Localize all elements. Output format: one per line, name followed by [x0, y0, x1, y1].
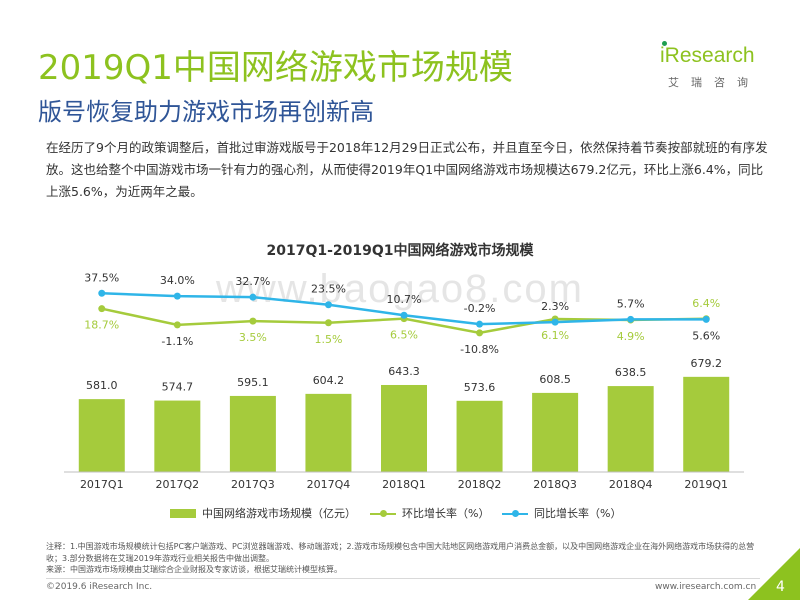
bar-2017Q4 — [305, 393, 352, 472]
legend-qoq-swatch — [370, 509, 396, 518]
yoy-point — [702, 315, 710, 323]
bar-2019Q1 — [683, 376, 730, 472]
footer-divider — [46, 578, 760, 579]
yoy-data-label: 10.7% — [387, 293, 422, 306]
yoy-point — [400, 311, 408, 319]
x-tick-label: 2017Q4 — [307, 478, 351, 491]
source-line: 来源：中国游戏市场规模由艾瑞综合企业财报及专家访谈，根据艾瑞统计模型核算。 — [46, 565, 342, 574]
x-tick-label: 2018Q3 — [533, 478, 577, 491]
legend-qoq-label: 环比增长率（%） — [402, 507, 490, 520]
bar-2018Q2 — [456, 400, 503, 472]
legend-yoy-swatch — [502, 509, 528, 518]
iresearch-logo: iResearch 艾瑞咨询 — [660, 41, 770, 94]
yoy-point — [551, 318, 559, 326]
yoy-data-label: 23.5% — [311, 283, 346, 296]
yoy-data-label: -0.2% — [464, 302, 496, 315]
copyright: ©2019.6 iResearch Inc. — [46, 582, 153, 592]
bar-value-label: 604.2 — [313, 374, 345, 387]
yoy-data-label: 32.7% — [235, 275, 270, 288]
qoq-data-label: 6.1% — [541, 329, 569, 342]
bar-value-label: 679.2 — [690, 357, 722, 370]
x-tick-label: 2017Q1 — [80, 478, 124, 491]
watermark: www.baogao8.com — [215, 267, 584, 311]
logo-dot-icon — [662, 41, 667, 46]
x-tick-label: 2018Q2 — [458, 478, 502, 491]
bar-value-label: 581.0 — [86, 379, 118, 392]
bar-2018Q3 — [532, 392, 579, 472]
qoq-point — [476, 329, 484, 337]
logo-subtext: 艾瑞咨询 — [668, 76, 760, 89]
bar-2017Q2 — [154, 400, 201, 472]
bar-value-label: 643.3 — [388, 365, 420, 378]
yoy-point — [324, 301, 332, 309]
bar-2017Q1 — [78, 399, 125, 472]
page-subtitle: 版号恢复助力游戏市场再创新高 — [38, 98, 374, 126]
page-corner — [748, 548, 800, 600]
yoy-data-label: 2.3% — [541, 300, 569, 313]
notes-line: 注释：1.中国游戏市场规模统计包括PC客户端游戏、PC浏览器端游戏、移动端游戏；… — [46, 542, 755, 563]
yoy-data-label: 34.0% — [160, 274, 195, 287]
yoy-point — [173, 292, 181, 300]
yoy-point — [98, 289, 106, 297]
x-tick-label: 2017Q2 — [156, 478, 200, 491]
legend-yoy-label: 同比增长率（%） — [534, 507, 622, 520]
qoq-point — [173, 321, 181, 329]
yoy-point — [476, 320, 484, 328]
qoq-point — [249, 317, 257, 325]
bar-value-label: 608.5 — [539, 373, 571, 386]
intro-paragraph: 在经历了9个月的政策调整后，首批过审游戏版号于2018年12月29日正式公布，并… — [46, 140, 768, 199]
qoq-data-label: 6.4% — [692, 297, 720, 310]
notes: 注释：1.中国游戏市场规模统计包括PC客户端游戏、PC浏览器端游戏、移动端游戏；… — [46, 541, 762, 576]
logo-text: iResearch — [660, 44, 755, 67]
qoq-data-label: 6.5% — [390, 329, 418, 342]
legend-bar-swatch — [170, 508, 196, 518]
x-tick-label: 2017Q3 — [231, 478, 275, 491]
x-tick-label: 2019Q1 — [684, 478, 728, 491]
qoq-point — [98, 305, 106, 313]
chart-title: 2017Q1-2019Q1中国网络游戏市场规模 — [266, 243, 534, 259]
legend-bar-label: 中国网络游戏市场规模（亿元） — [202, 507, 356, 520]
bar-value-label: 573.6 — [464, 381, 496, 394]
legend-item-qoq: 环比增长率（%） — [370, 505, 489, 521]
page-number: 4 — [776, 579, 785, 595]
qoq-data-label: -1.1% — [161, 335, 193, 348]
yoy-point — [627, 315, 635, 323]
x-tick-label: 2018Q1 — [382, 478, 426, 491]
page-title: 2019Q1中国网络游戏市场规模 — [38, 48, 513, 88]
qoq-point — [324, 319, 332, 327]
legend-item-bar: 中国网络游戏市场规模（亿元） — [170, 505, 356, 521]
legend-item-yoy: 同比增长率（%） — [502, 505, 621, 521]
qoq-data-label: 3.5% — [239, 331, 267, 344]
yoy-data-label: 37.5% — [84, 271, 119, 284]
bar-value-label: 574.7 — [162, 381, 194, 394]
qoq-data-label: 1.5% — [314, 333, 342, 346]
bar-2018Q4 — [607, 386, 654, 472]
bar-2017Q3 — [229, 395, 276, 472]
bar-value-label: 638.5 — [615, 366, 647, 379]
qoq-data-label: 18.7% — [84, 319, 119, 332]
x-tick-label: 2018Q4 — [609, 478, 653, 491]
qoq-data-label: 4.9% — [617, 330, 645, 343]
yoy-data-label: 5.6% — [692, 329, 720, 342]
yoy-point — [249, 293, 257, 301]
bar-2018Q1 — [381, 384, 427, 472]
yoy-data-label: 5.7% — [617, 297, 645, 310]
qoq-data-label: -10.8% — [460, 343, 499, 356]
site-url: www.iresearch.com.cn — [655, 582, 757, 592]
bar-value-label: 595.1 — [237, 376, 269, 389]
